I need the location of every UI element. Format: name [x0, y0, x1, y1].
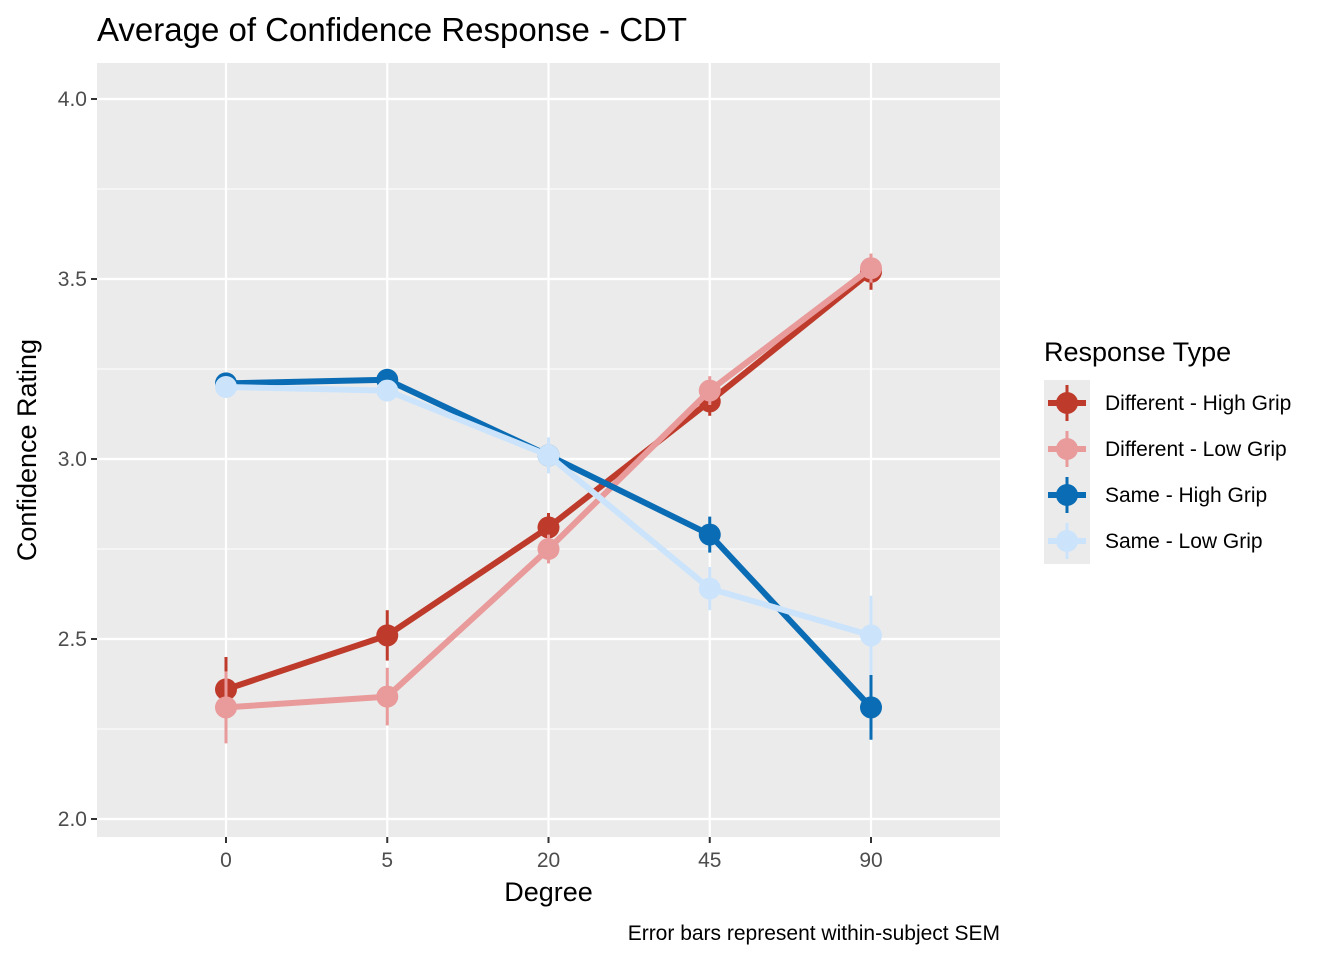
x-tick-label: 0 — [220, 849, 232, 872]
data-point — [537, 444, 560, 467]
legend-item: Same - High Grip — [1044, 472, 1267, 518]
data-point — [215, 376, 237, 398]
x-axis-label: Degree — [504, 877, 593, 907]
y-tick-label: 2.0 — [58, 808, 87, 831]
y-tick-label: 2.5 — [58, 628, 87, 651]
series-layer — [215, 253, 882, 744]
x-tick-label: 20 — [537, 849, 560, 872]
y-tick-label: 3.0 — [58, 448, 87, 471]
legend-label: Different - High Grip — [1105, 392, 1291, 415]
series-4 — [215, 376, 882, 675]
data-point — [376, 379, 399, 402]
x-tick-label: 90 — [859, 849, 882, 872]
data-point — [215, 696, 237, 719]
chart-title: Average of Confidence Response - CDT — [97, 11, 687, 48]
legend-key-point — [1056, 438, 1078, 460]
legend-item: Different - High Grip — [1044, 380, 1291, 426]
legend-key-point — [1056, 484, 1078, 506]
data-point — [537, 538, 560, 560]
data-point — [698, 379, 721, 402]
legend-item: Same - Low Grip — [1044, 518, 1263, 564]
data-point — [698, 523, 721, 546]
data-point — [376, 624, 399, 647]
legend-label: Same - Low Grip — [1105, 530, 1263, 553]
legend-label: Different - Low Grip — [1105, 438, 1287, 461]
legend-item: Different - Low Grip — [1044, 426, 1287, 472]
data-point — [537, 516, 560, 539]
x-tick-label: 45 — [698, 849, 721, 872]
y-tick-label: 3.5 — [58, 268, 87, 291]
axes: 2.0 2.5 3.0 3.5 4.0 0 5 20 45 90 — [58, 88, 883, 872]
data-point — [860, 696, 882, 719]
y-axis-label: Confidence Rating — [12, 339, 42, 561]
data-point — [860, 624, 882, 647]
x-tick-label: 5 — [381, 849, 393, 872]
data-point — [698, 577, 721, 600]
legend-key-point — [1056, 392, 1078, 414]
chart-caption: Error bars represent within-subject SEM — [628, 922, 1000, 945]
legend-key-point — [1056, 530, 1078, 552]
series-2 — [215, 253, 882, 744]
legend: Response Type Different - High Grip Diffe… — [1044, 337, 1291, 564]
data-point — [376, 685, 399, 708]
y-tick-label: 4.0 — [58, 88, 87, 111]
data-point — [860, 257, 882, 280]
legend-label: Same - High Grip — [1105, 484, 1267, 507]
legend-title: Response Type — [1044, 337, 1231, 367]
